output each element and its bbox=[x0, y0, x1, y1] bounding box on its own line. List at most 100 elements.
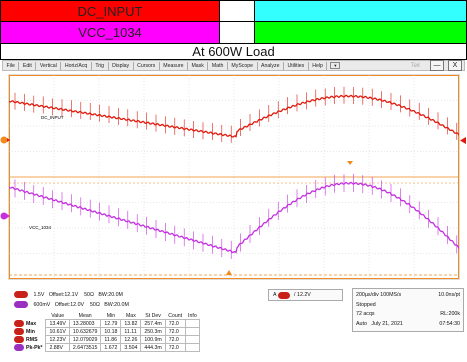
measurement-name-header bbox=[14, 312, 46, 320]
cell: 10.61V bbox=[45, 327, 70, 336]
cell: 444.3m bbox=[140, 343, 166, 352]
cell bbox=[184, 319, 201, 328]
load-banner: At 600W Load bbox=[0, 44, 467, 60]
ch1-ground-marker[interactable] bbox=[0, 135, 10, 145]
waveform-display[interactable]: DC_INPUT VCC_1034 bbox=[8, 74, 460, 280]
acq-state: Stopped bbox=[356, 301, 376, 308]
cell: 100.9m bbox=[140, 335, 166, 344]
cell: 11.11 bbox=[120, 327, 142, 336]
cell: 250.3m bbox=[140, 327, 166, 336]
ch1-chip bbox=[14, 336, 24, 343]
legend-row2-green bbox=[255, 22, 467, 44]
cell: 12.79 bbox=[100, 319, 122, 328]
ch1-readout[interactable]: 1.5V Offset:12.1V 50Ω BW:20.0M bbox=[14, 291, 123, 298]
cell: 72.0 bbox=[164, 327, 186, 336]
info-panel: 1.5V Offset:12.1V 50Ω BW:20.0M 600mV Off… bbox=[0, 283, 467, 362]
trigger-slope-icon: / bbox=[294, 292, 296, 298]
menu-display[interactable]: Display bbox=[112, 62, 130, 69]
cell: 2.6473515 bbox=[68, 343, 102, 352]
header-count: Count bbox=[168, 312, 183, 319]
header-max: Max bbox=[125, 312, 136, 319]
cell: 13.82 bbox=[120, 319, 142, 328]
menu-trig[interactable]: Trig bbox=[95, 62, 105, 69]
cell: 1.672 bbox=[100, 343, 122, 352]
menu-separator bbox=[18, 61, 20, 70]
measurement-row-max[interactable]: Max 13.49V 13.28003 12.79 13.82 257.4m 7… bbox=[14, 319, 201, 328]
cell: 12.26 bbox=[120, 335, 142, 344]
menu-separator bbox=[107, 61, 109, 70]
legend-row2-blank bbox=[220, 22, 255, 44]
cell bbox=[184, 335, 201, 344]
legend-vcc-1034-label: VCC_1034 bbox=[78, 25, 142, 40]
ch4-trace-label: VCC_1034 bbox=[29, 225, 52, 230]
menu-cursors[interactable]: Cursors bbox=[137, 62, 156, 69]
measurement-table-wrap: Value Mean Min Max St Dev Count Info Max… bbox=[14, 312, 201, 352]
measurement-header-row: Value Mean Min Max St Dev Count Info bbox=[14, 312, 200, 320]
close-icon: X bbox=[452, 62, 458, 69]
ch1-chip bbox=[14, 320, 24, 327]
menu-dropdown-icon[interactable]: ▼ bbox=[330, 62, 341, 69]
ch4-readout[interactable]: 600mV Offset:12.0V 50Ω BW:20.0M bbox=[14, 301, 129, 308]
menu-separator bbox=[90, 61, 92, 70]
header-min: Min bbox=[106, 312, 116, 319]
menu-separator bbox=[326, 61, 328, 70]
header-mean: Mean bbox=[78, 312, 92, 319]
ch1-offset: Offset:12.1V bbox=[48, 291, 79, 298]
measurement-name: Pk-Pk* bbox=[26, 344, 43, 351]
ch4-offset: Offset:12.0V bbox=[54, 301, 85, 308]
acq-time: 07:54:30 bbox=[439, 320, 460, 327]
menu-mask[interactable]: Mask bbox=[191, 62, 204, 69]
menu-separator bbox=[60, 61, 62, 70]
menu-file[interactable]: File bbox=[6, 62, 15, 69]
ch4-bandwidth: BW:20.0M bbox=[104, 301, 129, 308]
acquisition-readout[interactable]: 200µs/div 100MS/s 10.0ns/pt Stopped 72 a… bbox=[352, 288, 464, 332]
ch1-waveform bbox=[9, 94, 459, 138]
ch4-ground-marker[interactable] bbox=[0, 211, 10, 221]
menu-separator bbox=[207, 61, 209, 70]
cell: 10.632679 bbox=[68, 327, 102, 336]
legend-row1-blank bbox=[220, 0, 255, 22]
measurement-table: Value Mean Min Max St Dev Count Info Max… bbox=[14, 312, 201, 352]
menu-separator bbox=[226, 61, 228, 70]
cell: 13.28003 bbox=[68, 319, 102, 328]
sample-rate: 100MS/s bbox=[380, 292, 402, 298]
cell: 3.504 bbox=[120, 343, 142, 352]
measurement-row-min[interactable]: Min 10.61V 10.632679 10.18 11.11 250.3m … bbox=[14, 327, 201, 336]
header-info: Info bbox=[188, 312, 197, 319]
ch1-bandwidth: BW:20.0M bbox=[98, 291, 123, 298]
menu-separator bbox=[158, 61, 160, 70]
header-value: Value bbox=[51, 312, 65, 319]
menu-help[interactable]: Help bbox=[312, 62, 323, 69]
trigger-channel-chip bbox=[278, 291, 291, 299]
measurement-row-pkpk[interactable]: Pk-Pk* 2.88V 2.6473515 1.672 3.504 444.3… bbox=[14, 343, 201, 352]
cell: 2.88V bbox=[45, 343, 70, 352]
trigger-readout[interactable]: A / 12.2V bbox=[268, 289, 343, 301]
trigger-level-marker[interactable] bbox=[458, 136, 467, 145]
scope-menu-bar: File Edit Vertical Horiz/Acq Trig Displa… bbox=[2, 60, 465, 71]
close-button[interactable]: X bbox=[448, 60, 462, 71]
acq-mode: Auto bbox=[356, 320, 367, 327]
acq-count: 72 acqs bbox=[356, 311, 375, 317]
measurement-row-rms[interactable]: RMS 12.23V 12.079029 11.86 12.26 100.9m … bbox=[14, 335, 201, 344]
ch4-chip bbox=[14, 301, 28, 308]
load-banner-title: At 600W Load bbox=[192, 44, 275, 59]
cell bbox=[184, 343, 201, 352]
menu-math[interactable]: Math bbox=[211, 62, 224, 69]
ch4-waveform bbox=[9, 181, 459, 254]
legend-dc-input-label: DC_INPUT bbox=[77, 3, 143, 19]
menu-separator bbox=[283, 61, 284, 70]
menu-edit[interactable]: Edit bbox=[22, 62, 32, 69]
trigger-level: 12.2V bbox=[297, 292, 311, 298]
menu-utilities[interactable]: Utilities bbox=[287, 62, 305, 69]
menu-vertical[interactable]: Vertical bbox=[39, 62, 57, 69]
menu-myscope[interactable]: MyScope bbox=[231, 62, 254, 69]
cell: 13.49V bbox=[45, 319, 70, 328]
menu-analyze[interactable]: Analyze bbox=[261, 62, 280, 69]
ch1-impedance: 50Ω bbox=[84, 291, 94, 298]
minimize-button[interactable]: — bbox=[430, 60, 444, 71]
menu-measure[interactable]: Measure bbox=[163, 62, 184, 69]
menu-separator bbox=[256, 61, 258, 70]
resolution: 10.0ns/pt bbox=[438, 292, 460, 298]
menu-horiz-acq[interactable]: Horiz/Acq bbox=[64, 62, 88, 69]
ch1-chip bbox=[14, 291, 28, 298]
